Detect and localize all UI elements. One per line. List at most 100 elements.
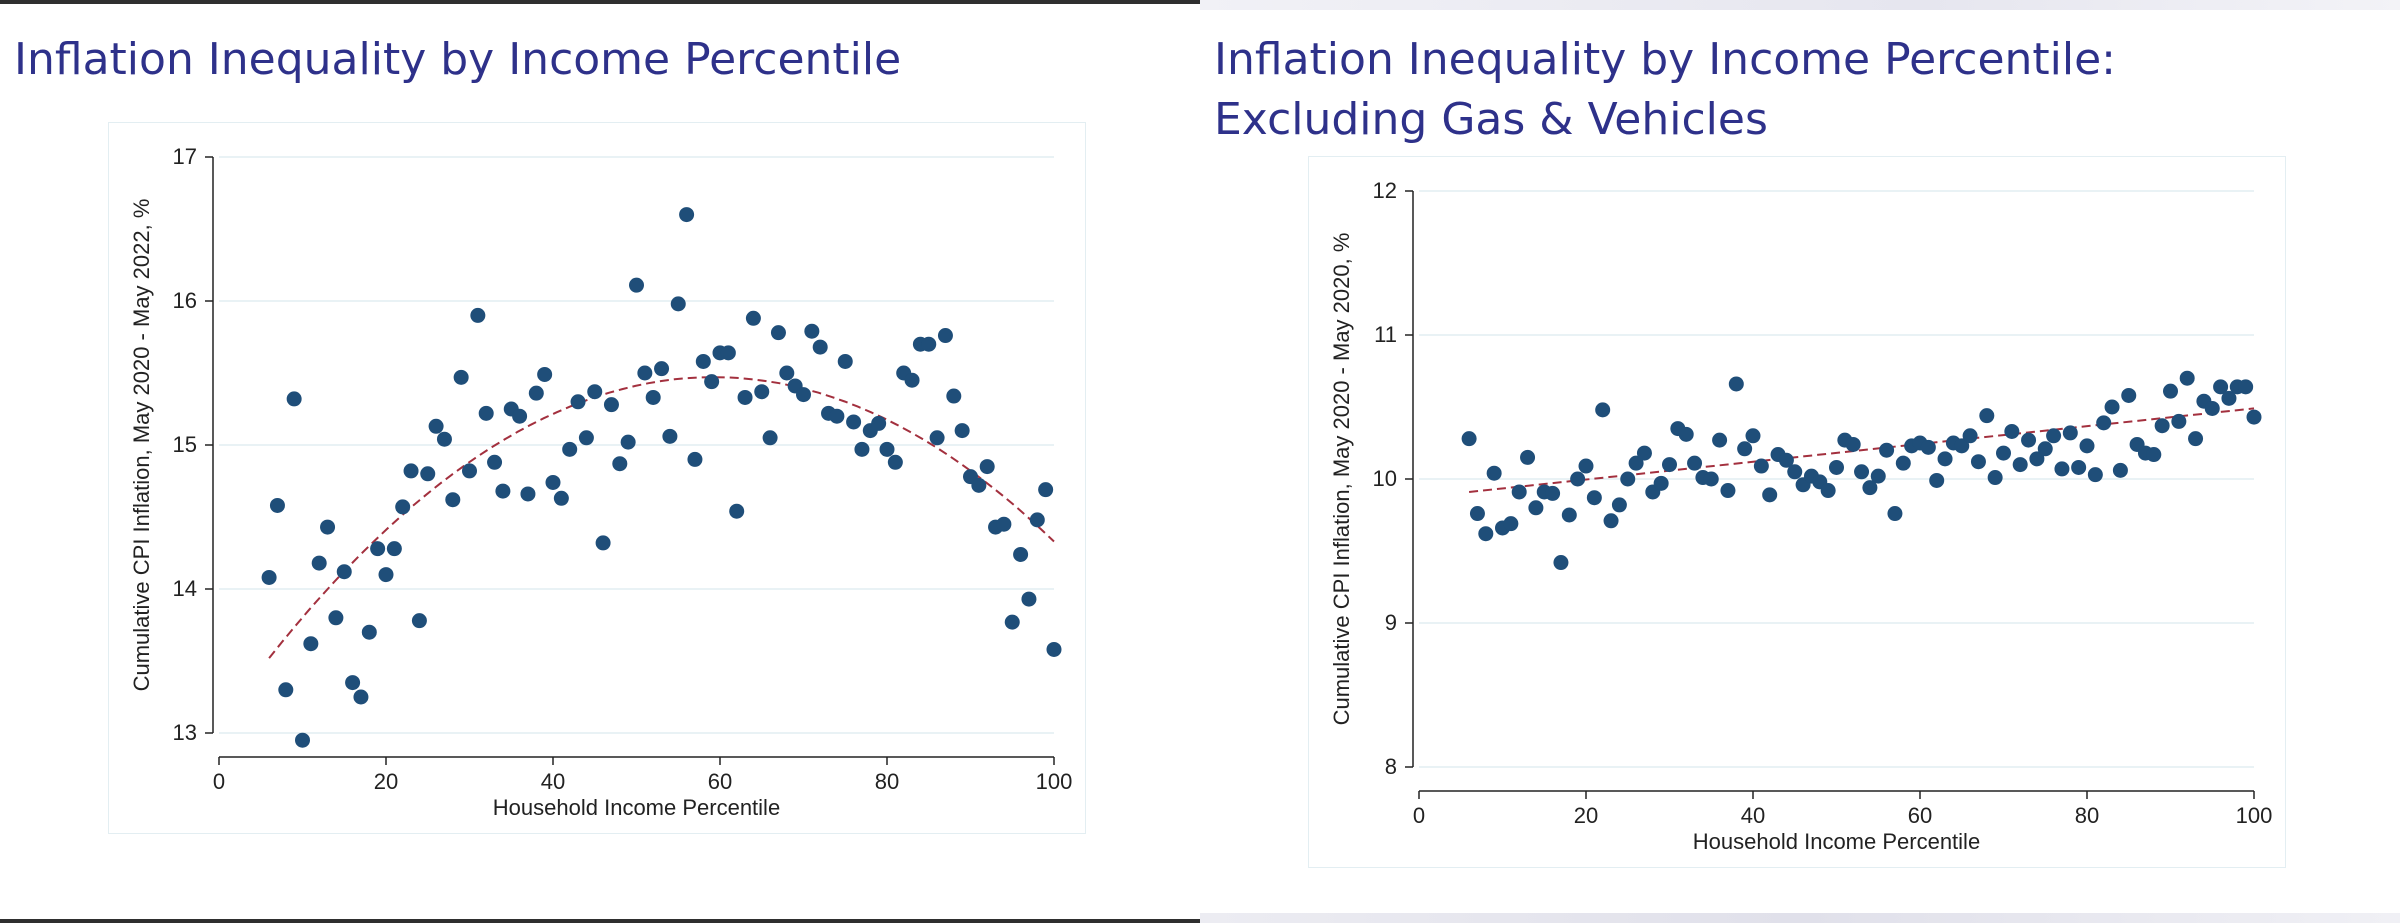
data-point	[1603, 513, 1619, 529]
scatter-chart: 8 9 10 11 12 0 20 40 60 80 100 Household Income Per…	[1329, 178, 2272, 854]
data-point	[879, 441, 895, 457]
data-point	[1745, 428, 1761, 444]
data-point	[1895, 455, 1911, 471]
data-point	[654, 361, 670, 377]
data-point	[386, 541, 402, 557]
data-point	[361, 624, 377, 640]
data-point	[512, 408, 528, 424]
data-point	[1737, 441, 1753, 457]
data-point	[1753, 458, 1769, 474]
data-point	[411, 613, 427, 629]
data-point	[2046, 428, 2062, 444]
data-point	[2238, 379, 2254, 395]
data-point	[1728, 376, 1744, 392]
data-point	[436, 431, 452, 447]
x-tick-label: 20	[374, 769, 398, 794]
data-point	[320, 519, 336, 535]
data-point	[679, 207, 695, 223]
data-point	[487, 454, 503, 470]
data-point	[2121, 387, 2137, 403]
data-point	[462, 463, 477, 479]
data-point	[520, 486, 536, 502]
data-point	[1611, 497, 1627, 513]
data-point	[1469, 506, 1485, 522]
data-point	[1920, 439, 1936, 455]
x-tick-label: 80	[875, 769, 899, 794]
data-point	[1962, 428, 1978, 444]
data-point	[804, 323, 820, 339]
data-point	[478, 405, 494, 421]
data-point	[2154, 418, 2170, 434]
x-tick-label: 20	[1574, 803, 1598, 828]
data-point	[453, 369, 469, 385]
bottom-divider	[0, 919, 1200, 923]
data-point	[1970, 454, 1986, 470]
data-point	[612, 456, 628, 472]
data-point	[687, 451, 703, 467]
data-point	[587, 384, 603, 400]
data-point	[553, 490, 569, 506]
data-point	[1937, 451, 1953, 467]
data-point	[1046, 641, 1062, 657]
data-point	[637, 365, 653, 381]
scatter-chart: 13 14 15 16 17 0 20 40 60 80 100 Household Income P…	[129, 144, 1072, 820]
data-point	[1703, 471, 1719, 487]
data-point	[1620, 471, 1636, 487]
y-tick-label: 17	[173, 144, 197, 169]
data-point	[1570, 471, 1586, 487]
data-point	[1021, 591, 1037, 607]
chart-title-line-2: Excluding Gas & Vehicles	[1214, 94, 1768, 145]
data-point	[837, 353, 853, 369]
data-point	[629, 277, 644, 293]
data-point	[1503, 516, 1519, 532]
data-point	[1778, 452, 1794, 468]
data-point	[796, 387, 811, 403]
data-point	[979, 459, 995, 475]
x-tick-label: 40	[541, 769, 565, 794]
data-point	[1762, 487, 1778, 503]
data-point	[1013, 546, 1029, 562]
data-point	[2204, 400, 2220, 416]
y-tick-label: 8	[1385, 754, 1397, 779]
x-tick-label: 60	[1908, 803, 1932, 828]
data-point	[1862, 480, 1878, 496]
data-point	[904, 372, 920, 388]
data-point	[2221, 390, 2237, 406]
data-point	[729, 503, 745, 519]
data-point	[295, 732, 310, 748]
x-tick-label: 60	[708, 769, 732, 794]
data-point	[303, 636, 319, 652]
x-tick-label: 40	[1741, 803, 1765, 828]
data-point	[779, 365, 795, 381]
data-point	[2071, 459, 2087, 475]
data-point	[1870, 468, 1886, 484]
data-point	[1004, 614, 1020, 630]
data-point	[311, 555, 327, 571]
data-point	[937, 328, 953, 344]
data-point	[1628, 455, 1644, 471]
x-tick-label: 80	[2075, 803, 2099, 828]
data-point	[1662, 457, 1677, 473]
data-point	[545, 474, 561, 490]
fit-line	[1468, 407, 2255, 493]
data-point	[1545, 485, 1561, 501]
data-point	[2079, 438, 2095, 454]
data-point	[1712, 432, 1728, 448]
data-point	[1720, 483, 1736, 499]
data-point	[261, 569, 277, 585]
data-point	[578, 430, 594, 446]
top-divider	[1200, 0, 2400, 10]
data-point	[1636, 445, 1652, 461]
data-point	[353, 689, 369, 705]
data-point	[2087, 467, 2103, 483]
data-point	[1879, 442, 1895, 458]
chart-frame: 13 14 15 16 17 0 20 40 60 80 100 Household Income P…	[108, 122, 1086, 834]
right-chart-panel: Inflation Inequality by Income Percentil…	[1200, 0, 2400, 923]
data-point	[1038, 482, 1054, 498]
data-point	[286, 391, 302, 407]
data-point	[620, 434, 636, 450]
data-point	[887, 454, 903, 470]
data-point	[2171, 413, 2187, 429]
y-tick-label: 14	[173, 576, 197, 601]
data-point	[2021, 432, 2037, 448]
